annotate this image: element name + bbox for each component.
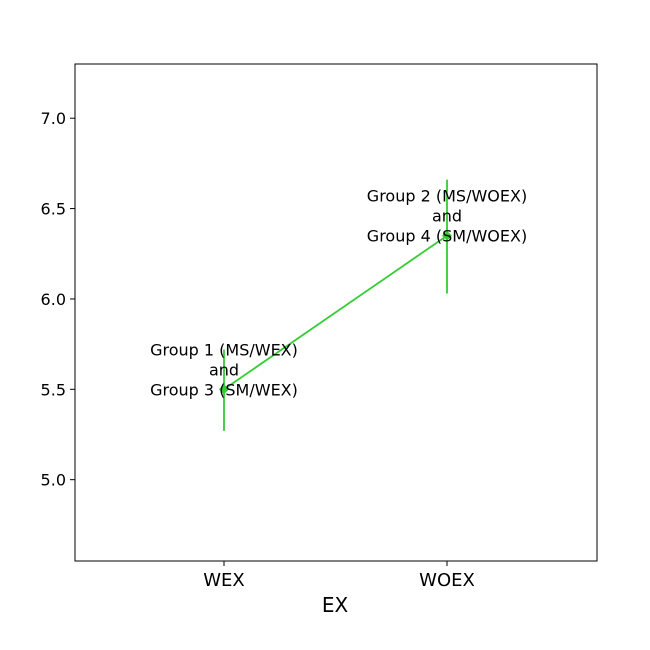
- plot-frame: [74, 63, 598, 562]
- x-tick-label: WOEX: [419, 570, 475, 591]
- x-tick-label: WEX: [203, 570, 245, 591]
- y-tick-label: 7.0: [41, 109, 66, 128]
- data-point: [219, 384, 229, 395]
- y-tick-label: 5.5: [41, 380, 66, 399]
- x-axis: WEX WOEX: [203, 561, 475, 591]
- x-axis-label: EX: [322, 593, 349, 617]
- y-tick-label: 6.5: [41, 200, 66, 219]
- annotation-line: Group 2 (MS/WOEX): [367, 187, 527, 206]
- data-point: [442, 230, 452, 241]
- annotation-line: and: [209, 360, 239, 379]
- y-axis: 5.0 5.5 6.0 6.5 7.0: [41, 109, 75, 490]
- series-layer: [219, 179, 452, 431]
- y-tick-label: 6.0: [41, 290, 66, 309]
- annotation-line: and: [432, 207, 462, 226]
- series-line: [223, 234, 448, 391]
- annotation-line: Group 1 (MS/WEX): [150, 340, 298, 359]
- annotation-line: Group 4 (SM/WOEX): [367, 227, 527, 246]
- y-tick-label: 5.0: [41, 471, 66, 490]
- annotation-line: Group 3 (SM/WEX): [150, 380, 298, 399]
